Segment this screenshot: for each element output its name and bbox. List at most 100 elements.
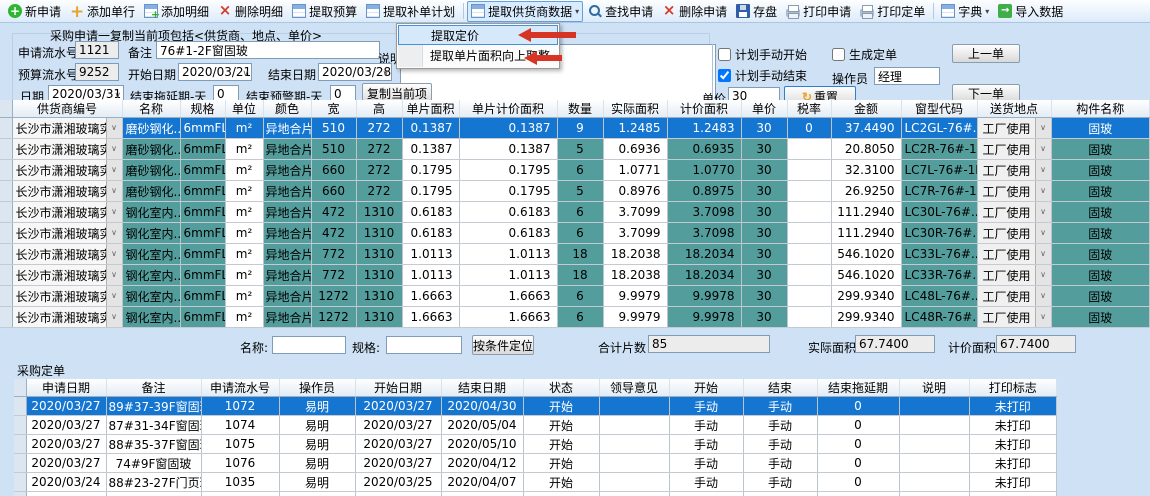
cell-end-date[interactable]: 2020/05/04 [441, 415, 524, 435]
cell-delivery[interactable]: 工厂使用 ∨ [977, 201, 1052, 223]
detail-row[interactable]: 长沙市潇湘玻璃实...∨ 钢化室内... 6mmFLE... m² 异地合片 4… [0, 222, 1150, 244]
cell-piece-price-area[interactable]: 0.1387 [459, 117, 558, 139]
cell-name[interactable]: 钢化室内... [122, 306, 181, 328]
order-row[interactable] [14, 491, 1057, 496]
cell-tax[interactable] [787, 138, 832, 160]
col-status[interactable]: 状态 [523, 379, 600, 397]
cell-spec[interactable]: 6mmFLE... [180, 243, 226, 265]
chevron-down-icon[interactable]: ∨ [105, 181, 121, 201]
cell-piece-price-area[interactable]: 1.6663 [459, 285, 558, 307]
cell-spec[interactable]: 6mmFLE... [180, 201, 226, 223]
cell-qty[interactable]: 6 [557, 159, 604, 181]
col-start-date[interactable]: 开始日期 [355, 379, 442, 397]
cell-window-code[interactable]: LC7R-76#-1FO [901, 180, 978, 202]
col-serial[interactable]: 申请流水号 [201, 379, 280, 397]
cell-piece-price-area[interactable]: 1.0113 [459, 243, 558, 265]
cell-start-mode[interactable]: 手动 [669, 453, 744, 473]
cell-start-date[interactable]: 2020/03/27 [355, 453, 442, 473]
cell-end-mode[interactable]: 手动 [743, 434, 818, 454]
cell-window-code[interactable]: LC48R-76#... [901, 306, 978, 328]
cell-operator[interactable]: 易明 [279, 453, 356, 473]
cell-print-flag[interactable]: 未打印 [969, 453, 1057, 473]
remark-input[interactable] [156, 41, 380, 59]
cell-tax[interactable] [787, 180, 832, 202]
add-row-button[interactable]: 添加单行 [66, 1, 139, 22]
cell-request-date[interactable]: 2020/03/27 [26, 453, 107, 473]
detail-row[interactable]: 长沙市潇湘玻璃实...∨ 磨砂钢化... 6mmFLE... m² 异地合片 5… [0, 138, 1150, 160]
cell-amount[interactable]: 111.2940 [831, 201, 902, 223]
cell-serial[interactable]: 1075 [201, 434, 280, 454]
row-header-strip[interactable] [0, 264, 13, 286]
locate-button[interactable]: 按条件定位 [472, 335, 534, 355]
cell-piece-area[interactable]: 1.0113 [402, 243, 460, 265]
cell-end-mode[interactable]: 手动 [743, 472, 818, 492]
col-tax[interactable]: 税率 [787, 100, 832, 118]
cell-price-area[interactable]: 9.9978 [667, 285, 742, 307]
cell-tax[interactable] [787, 285, 832, 307]
cell-unit-price[interactable]: 30 [741, 117, 788, 139]
order-row[interactable]: 2020/03/27 88#35-37F窗固玻 1075 易明 2020/03/… [14, 434, 1057, 454]
cell-color[interactable]: 异地合片 [263, 306, 312, 328]
cell-end-mode[interactable]: 手动 [743, 453, 818, 473]
cell-spec[interactable]: 6mmFLE... [180, 285, 226, 307]
chevron-down-icon[interactable]: ∨ [105, 202, 121, 222]
add-detail-button[interactable]: 添加明细 [140, 1, 213, 22]
cell-part-name[interactable]: 固玻 [1051, 159, 1150, 181]
cell-window-code[interactable]: LC48L-76#... [901, 285, 978, 307]
row-header-strip[interactable] [0, 117, 13, 139]
cell-part-name[interactable]: 固玻 [1051, 138, 1150, 160]
cell-delivery[interactable]: 工厂使用 ∨ [977, 138, 1052, 160]
import-data-button[interactable]: 导入数据 [994, 1, 1067, 22]
cell-request-date[interactable]: 2020/03/27 [26, 396, 107, 416]
next-order-button[interactable]: 下一单 [952, 84, 1020, 103]
cell-unit[interactable]: m² [225, 222, 264, 244]
cell-print-flag[interactable]: 未打印 [969, 434, 1057, 454]
cell-height[interactable]: 272 [356, 138, 403, 160]
col-qty[interactable]: 数量 [557, 100, 604, 118]
cell-unit[interactable]: m² [225, 264, 264, 286]
cell-tax[interactable] [787, 201, 832, 223]
cell-tax[interactable] [787, 264, 832, 286]
cell-start-mode[interactable]: 手动 [669, 434, 744, 454]
cell-name[interactable]: 磨砂钢化... [122, 138, 181, 160]
cell-start-date[interactable] [355, 491, 442, 496]
order-row[interactable]: 2020/03/27 89#37-39F窗固玻 1072 易明 2020/03/… [14, 396, 1057, 416]
cell-width[interactable]: 472 [311, 201, 357, 223]
print-order-button[interactable]: 打印定单 [856, 1, 929, 22]
cell-unit-price[interactable]: 30 [741, 138, 788, 160]
cell-note[interactable] [899, 415, 970, 435]
cell-unit[interactable]: m² [225, 117, 264, 139]
cell-delivery[interactable]: 工厂使用 ∨ [977, 159, 1052, 181]
col-request-date[interactable]: 申请日期 [26, 379, 107, 397]
col-delivery[interactable]: 送货地点 [977, 100, 1052, 118]
cell-height[interactable]: 1310 [356, 285, 403, 307]
cell-unit-price[interactable]: 30 [741, 285, 788, 307]
cell-color[interactable]: 异地合片 [263, 117, 312, 139]
cell-price-area[interactable]: 0.6935 [667, 138, 742, 160]
extract-supplier-data-button[interactable]: 提取供货商数据 ▾ [467, 0, 584, 22]
detail-row[interactable]: 长沙市潇湘玻璃实...∨ 钢化室内... 6mmFLE... m² 异地合片 4… [0, 201, 1150, 223]
cell-tax[interactable] [787, 243, 832, 265]
cell-delivery[interactable]: 工厂使用 ∨ [977, 117, 1052, 139]
detail-row[interactable]: 长沙市潇湘玻璃实...∨ 钢化室内... 6mmFLE... m² 异地合片 7… [0, 243, 1150, 265]
copy-current-button[interactable]: 复制当前项 [362, 83, 432, 104]
cell-height[interactable]: 272 [356, 180, 403, 202]
detail-row[interactable]: 长沙市潇湘玻璃实...∨ 磨砂钢化... 6mmFLE... m² 异地合片 6… [0, 180, 1150, 202]
checkbox[interactable] [832, 48, 845, 61]
generate-order-checkbox[interactable]: 生成定单 [832, 46, 897, 63]
cell-remark[interactable]: 87#31-34F窗固玻 [106, 415, 202, 435]
cell-width[interactable]: 660 [311, 159, 357, 181]
cell-note[interactable] [899, 434, 970, 454]
cell-amount[interactable]: 32.3100 [831, 159, 902, 181]
cell-color[interactable]: 异地合片 [263, 264, 312, 286]
cell-status[interactable]: 开始 [523, 453, 600, 473]
col-leader-opinion[interactable]: 领导意见 [599, 379, 670, 397]
cell-actual-area[interactable]: 0.6936 [603, 138, 668, 160]
cell-unit-price[interactable]: 30 [741, 306, 788, 328]
col-end-delay[interactable]: 结束拖延期 [817, 379, 900, 397]
cell-delivery[interactable]: 工厂使用 ∨ [977, 285, 1052, 307]
col-operator[interactable]: 操作员 [279, 379, 356, 397]
cell-window-code[interactable]: LC7L-76#-1FO [901, 159, 978, 181]
cell-tax[interactable] [787, 222, 832, 244]
col-height[interactable]: 高 [356, 100, 403, 118]
